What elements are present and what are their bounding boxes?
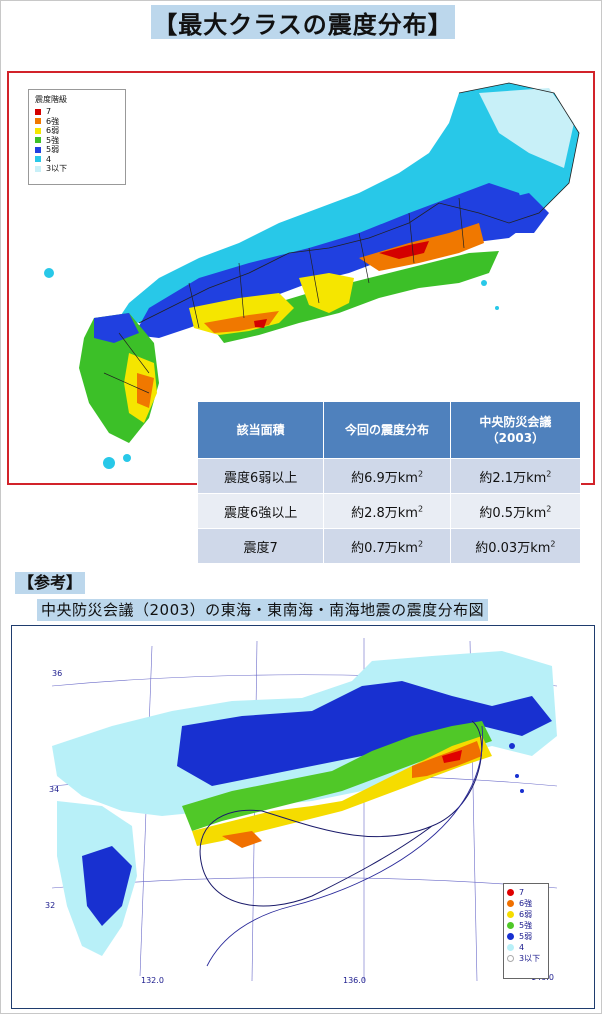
blue-band-2 [177,681,552,786]
fault-zone-line [199,720,483,907]
cabinet-2003-intensity-map [11,625,595,1009]
legend-item: 6強 [35,117,119,127]
map2-legend: 7 6強 6弱 5強 5弱 4 3以下 [503,883,549,979]
honshu-east-region [119,83,579,323]
legend-item: 6弱 [35,126,119,136]
shikoku-red [254,319,267,328]
yellow-band-2 [192,736,492,846]
legend-item: 6強 [507,898,545,909]
kanto [489,193,549,233]
lon-label-136: 136.0 [343,976,366,985]
legend-item: 5強 [507,920,545,931]
kyushu-north-blue [94,313,139,343]
legend-item: 5強 [35,136,119,146]
green-band-2 [182,721,492,831]
kyushu-blue [82,846,132,926]
reference-label: 【参考】 [15,572,86,594]
map1-svg [44,82,580,469]
area-comparison-table: 該当面積 今回の震度分布 中央防災会議 （2003） 震度6弱以上 約6.9万km… [196,401,582,564]
map1-legend-title: 震度階級 [35,95,67,104]
red-spot-2 [442,750,462,763]
north-light-region [479,88,574,168]
table-row: 震度6強以上 約2.8万km2 約0.5万km2 [196,493,582,529]
legend-item: 4 [35,155,119,165]
legend-item: 7 [35,107,119,117]
lat-label-36: 36 [52,669,63,678]
max-class-intensity-map [7,71,595,485]
kyushu-east-orange [137,373,154,408]
kii-peninsula [299,273,354,313]
legend-item: 4 [507,942,545,953]
legend-item: 5弱 [507,931,545,942]
lat-label-32: 32 [45,901,56,910]
legend-item: 5弱 [35,145,119,155]
table-row: 震度7 約0.7万km2 約0.03万km2 [196,528,582,564]
trench-line [206,725,483,967]
page-title: 【最大クラスの震度分布】 [151,5,455,39]
legend-item: 7 [507,887,545,898]
tokai-red [379,241,429,259]
table-row: 震度6弱以上 約6.9万km2 約2.1万km2 [196,458,582,494]
table-header: 中央防災会議 （2003） [449,401,582,459]
map1-legend: 震度階級 7 6強 6弱 5強 5弱 4 3以下 [28,89,126,185]
legend-item: 3以下 [35,164,119,174]
lon-label-132: 132.0 [141,976,164,985]
table-header: 今回の震度分布 [323,401,451,459]
shikoku-orange-2 [222,831,262,848]
map2-svg [42,636,562,986]
reference-title: 中央防災会議（2003）の東海・東南海・南海地震の震度分布図 [37,599,489,621]
table-header: 該当面積 [196,401,325,459]
lat-label-34: 34 [49,785,60,794]
legend-item: 3以下 [507,953,545,964]
legend-item: 6弱 [507,909,545,920]
shikoku-orange [204,311,279,333]
map1-coastline [138,82,580,324]
